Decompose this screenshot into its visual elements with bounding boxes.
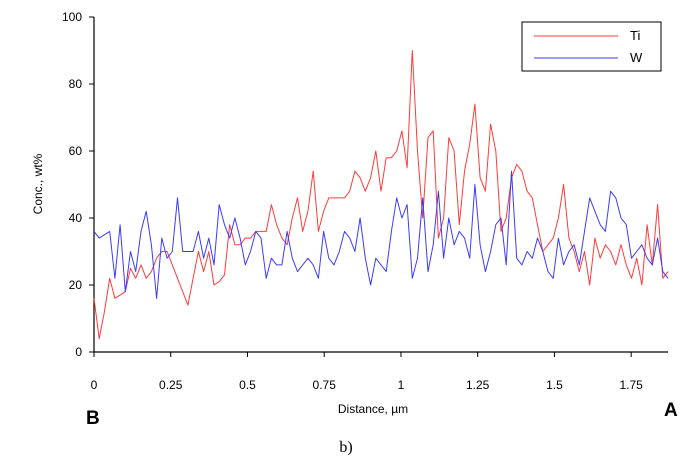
x-tick-label: 0.25 — [159, 378, 183, 392]
legend: Ti W — [521, 21, 662, 72]
legend-label-w: W — [630, 50, 643, 65]
x-tick-label: 1.5 — [546, 378, 563, 392]
y-tick-label: 100 — [62, 10, 82, 24]
x-tick-label: 1.75 — [619, 378, 643, 392]
x-tick-label: 0.75 — [313, 378, 337, 392]
x-tick-label: 0.5 — [239, 378, 256, 392]
series-line-w — [93, 170, 669, 299]
y-tick-label: 0 — [75, 345, 82, 359]
legend-label-ti: Ti — [630, 28, 640, 43]
y-axis-ticks: 0 20 40 60 80 100 — [62, 10, 94, 359]
y-tick-label: 20 — [69, 278, 83, 292]
x-tick-label: 0 — [91, 378, 98, 392]
left-end-label: B — [86, 408, 100, 429]
right-end-label: A — [664, 400, 678, 421]
plot-frame — [93, 17, 668, 353]
legend-box — [521, 21, 662, 72]
y-tick-label: 60 — [69, 144, 83, 158]
y-tick-label: 80 — [69, 77, 83, 91]
x-tick-label: 1 — [398, 378, 405, 392]
series-layer — [93, 50, 669, 340]
y-tick-label: 40 — [69, 211, 83, 225]
y-axis-label: Conc., wt% — [31, 153, 45, 214]
x-axis-label: Distance, µm — [338, 402, 408, 416]
series-line-ti — [93, 50, 669, 340]
figure-caption: b) — [339, 439, 352, 456]
x-tick-label: 1.25 — [466, 378, 490, 392]
x-axis-ticks: 0 0.25 0.5 0.75 1 1.25 1.5 1.75 — [91, 352, 643, 392]
